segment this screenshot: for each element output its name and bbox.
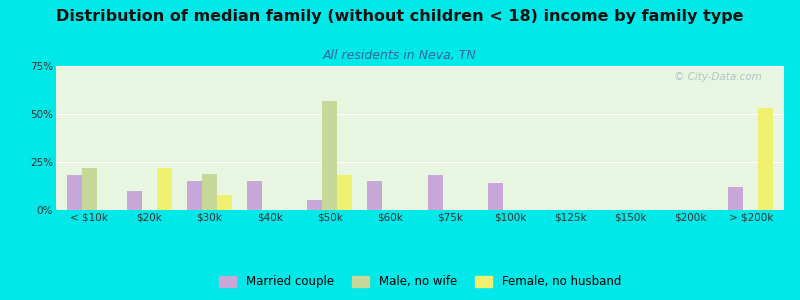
Text: Distribution of median family (without children < 18) income by family type: Distribution of median family (without c… [56, 9, 744, 24]
Bar [488, 183, 502, 210]
Bar [728, 187, 743, 210]
Bar [82, 168, 97, 210]
Bar [157, 168, 172, 210]
Bar [307, 200, 322, 210]
Legend: Married couple, Male, no wife, Female, no husband: Married couple, Male, no wife, Female, n… [214, 271, 626, 293]
Bar [187, 181, 202, 210]
Bar [202, 173, 217, 210]
Bar [217, 195, 232, 210]
Bar [126, 191, 142, 210]
Bar [66, 176, 82, 210]
Text: © City-Data.com: © City-Data.com [674, 72, 762, 82]
Bar [247, 181, 262, 210]
Bar [322, 100, 338, 210]
Bar [758, 108, 774, 210]
Bar [338, 176, 352, 210]
Bar [427, 176, 442, 210]
Text: All residents in Neva, TN: All residents in Neva, TN [323, 50, 477, 62]
Bar [367, 181, 382, 210]
